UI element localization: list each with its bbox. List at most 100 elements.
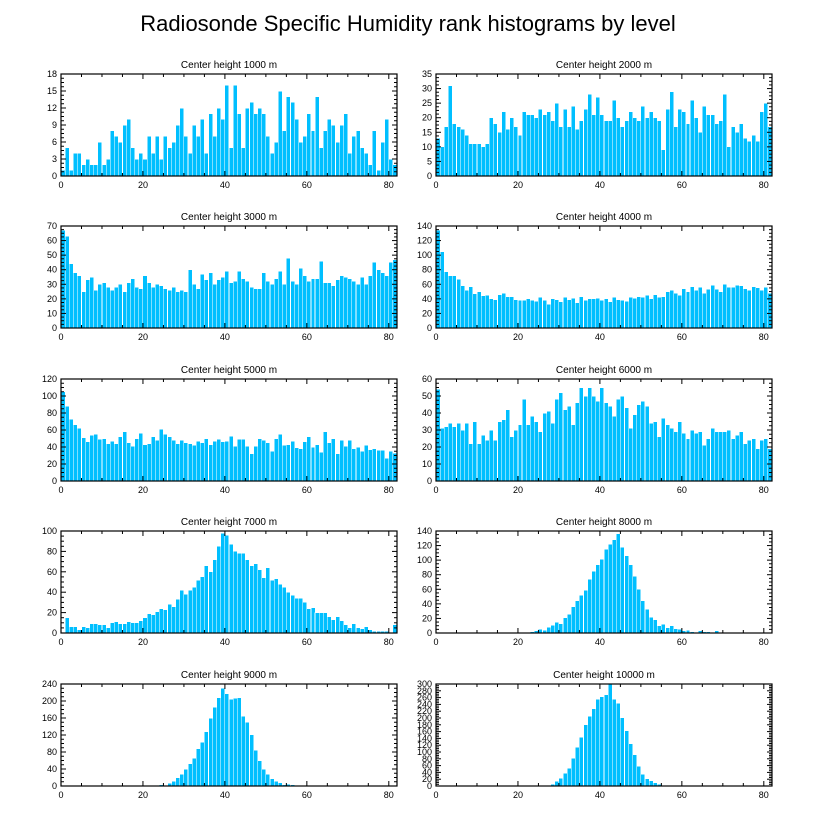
histogram-bar	[200, 576, 205, 634]
histogram-bar	[60, 391, 66, 482]
histogram-bar	[603, 298, 609, 329]
histogram-bar	[187, 269, 193, 329]
histogram-bar	[171, 606, 177, 634]
histogram-bar	[97, 439, 103, 482]
histogram-bar	[632, 575, 638, 634]
histogram-bar	[302, 441, 308, 482]
histogram-bar	[525, 298, 531, 329]
histogram-bar	[562, 617, 568, 634]
histogram-bar	[294, 447, 299, 482]
histogram-bar	[497, 421, 502, 482]
histogram-bar	[281, 586, 287, 634]
histogram-bar	[175, 443, 181, 482]
histogram-bar	[656, 625, 662, 634]
histogram-bar	[331, 124, 336, 177]
histogram-bar	[439, 427, 445, 482]
y-tick-label: 60	[47, 425, 57, 435]
histogram-bar	[167, 289, 172, 329]
histogram-bar	[183, 769, 189, 787]
histogram-bar	[493, 299, 498, 329]
histogram-bar	[587, 387, 593, 482]
panel-title: Center height 8000 m	[556, 517, 652, 528]
x-tick-label: 80	[384, 485, 394, 495]
histogram-bar	[570, 606, 576, 634]
histogram-bar	[232, 281, 238, 329]
histogram-bar	[550, 624, 556, 634]
x-tick-label: 0	[433, 485, 438, 495]
histogram-bar	[751, 134, 756, 177]
histogram-bar	[281, 444, 287, 482]
histogram-bar	[339, 124, 345, 177]
chart-main-title: Radiosonde Specific Humidity rank histog…	[140, 11, 676, 36]
histogram-bar	[261, 113, 267, 177]
x-tick-label: 60	[302, 332, 312, 342]
histogram-bar	[154, 611, 160, 634]
histogram-bar	[204, 565, 209, 634]
histogram-bar	[130, 278, 136, 329]
x-tick-label: 0	[58, 180, 63, 190]
histogram-bar	[331, 619, 336, 634]
histogram-bar	[595, 97, 601, 177]
y-tick-label: 200	[417, 713, 432, 723]
histogram-bar	[673, 292, 679, 329]
histogram-bar	[697, 431, 703, 482]
histogram-bar	[624, 407, 629, 482]
histogram-bar	[595, 400, 601, 482]
histogram-bar	[220, 687, 226, 787]
y-tick-label: 10	[47, 308, 57, 318]
histogram-bar	[673, 431, 679, 482]
y-tick-label: 240	[42, 679, 57, 689]
histogram-bar	[109, 289, 115, 329]
histogram-bar	[755, 448, 761, 482]
histogram-bar	[310, 607, 316, 634]
histogram-bar	[718, 431, 724, 482]
x-tick-label: 40	[220, 790, 230, 800]
histogram-bar	[191, 586, 197, 634]
histogram-bar	[583, 300, 588, 329]
histogram-bar	[546, 626, 552, 634]
histogram-bar	[216, 279, 222, 329]
histogram-bar	[624, 555, 629, 634]
histogram-bar	[154, 439, 160, 482]
histogram-bar	[224, 85, 230, 177]
histogram-bar	[566, 613, 572, 634]
histogram-bar	[615, 399, 621, 482]
y-tick-label: 12	[47, 103, 57, 113]
histogram-bar	[392, 164, 398, 177]
histogram-bar	[314, 612, 320, 634]
y-tick-label: 40	[422, 599, 432, 609]
histogram-bar	[306, 281, 312, 329]
histogram-bar	[142, 444, 148, 482]
y-tick-label: 0	[52, 476, 57, 486]
histogram-bar	[372, 448, 377, 482]
histogram-bar	[310, 278, 316, 329]
histogram-bar	[570, 105, 576, 177]
histogram-bar	[72, 626, 78, 634]
histogram-bar	[652, 421, 658, 482]
x-tick-label: 20	[513, 790, 523, 800]
histogram-bar	[122, 623, 127, 634]
histogram-bar	[343, 276, 349, 329]
histogram-bar	[460, 129, 465, 177]
y-tick-label: 10	[422, 459, 432, 469]
histogram-bar	[644, 294, 650, 329]
histogram-bar	[554, 621, 560, 634]
x-tick-label: 20	[138, 637, 148, 647]
histogram-bar	[89, 276, 95, 329]
histogram-bar	[384, 119, 390, 177]
histogram-bar	[179, 289, 185, 329]
x-tick-label: 40	[595, 637, 605, 647]
histogram-bar	[240, 278, 246, 329]
histogram-bar	[636, 588, 642, 634]
histogram-bar	[159, 158, 164, 177]
histogram-bar	[150, 153, 156, 177]
histogram-bar	[187, 443, 193, 482]
histogram-bar	[322, 130, 328, 177]
histogram-bar	[154, 136, 160, 177]
histogram-bar	[456, 278, 461, 329]
histogram-bar	[191, 124, 197, 177]
histogram-bar	[191, 444, 197, 482]
histogram-bar	[113, 136, 119, 177]
y-tick-label: 100	[417, 250, 432, 260]
y-tick-label: 120	[417, 541, 432, 551]
